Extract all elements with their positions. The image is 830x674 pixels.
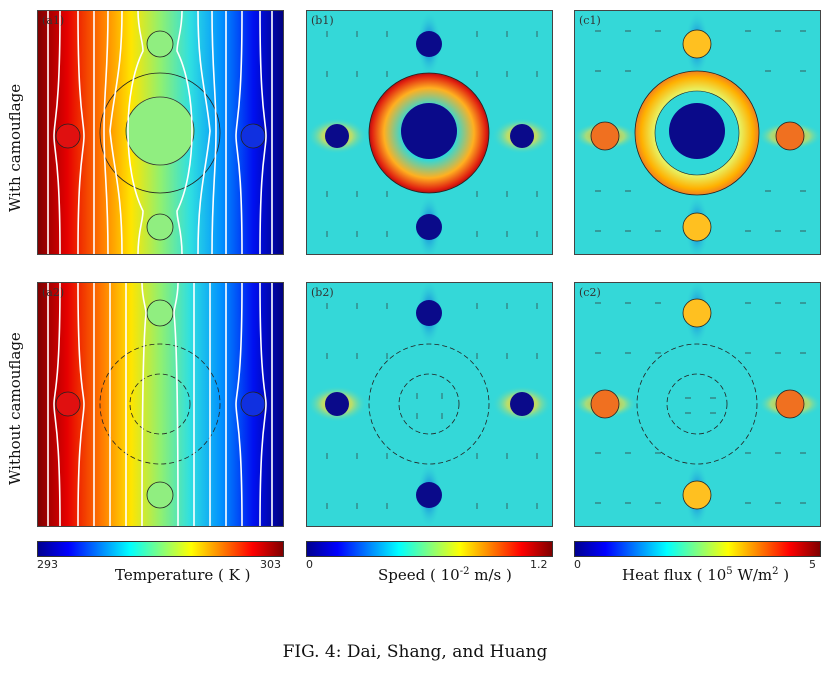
- temperature-field-a1: [38, 11, 283, 254]
- colorbar-speed-title: Speed ( 10-2 m/s ): [378, 566, 512, 584]
- colorbar-speed-min: 0: [306, 558, 313, 571]
- figure-caption: FIG. 4: Dai, Shang, and Huang: [282, 642, 548, 662]
- colorbar-speed-max: 1.2: [530, 558, 548, 571]
- row-label-without-camouflage: Without camouflage: [6, 332, 24, 485]
- colorbar-temperature-min: 293: [37, 558, 58, 571]
- panel-b1-speed-with-camouflage: (b1): [306, 10, 553, 255]
- colorbar-heatflux-title: Heat flux ( 105 W/m2 ): [622, 566, 790, 584]
- flux-arrows-c2: [595, 302, 806, 504]
- flux-arrows-c1: [595, 30, 806, 232]
- colorbar-heatflux-max: 5: [809, 558, 816, 571]
- temperature-field-a2: [38, 283, 283, 526]
- panel-label-a1: (a1): [42, 14, 65, 27]
- speed-field-b1: [307, 11, 552, 254]
- colorbar-temperature: [37, 541, 284, 557]
- velocity-arrows-b1: [326, 31, 538, 237]
- colorbar-heatflux: [574, 541, 821, 557]
- colorbar-temperature-max: 303: [260, 558, 281, 571]
- panel-c2-heatflux-without-camouflage: (c2): [574, 282, 821, 527]
- heatflux-field-c2: [575, 283, 820, 526]
- panel-c1-heatflux-with-camouflage: (c1): [574, 10, 821, 255]
- heatflux-field-c1: [575, 11, 820, 254]
- colorbar-speed: [306, 541, 553, 557]
- panel-a1-temperature-with-camouflage: (a1): [37, 10, 284, 255]
- panel-label-c2: (c2): [579, 286, 601, 299]
- panel-label-b2: (b2): [311, 286, 334, 299]
- panel-label-a2: (a2): [42, 286, 65, 299]
- row-label-with-camouflage: With camouflage: [6, 83, 24, 212]
- speed-field-b2: [307, 283, 552, 526]
- colorbar-temperature-title: Temperature ( K ): [115, 566, 251, 584]
- panel-a2-temperature-without-camouflage: (a2): [37, 282, 284, 527]
- isotherms-a2: [47, 283, 273, 526]
- colorbar-heatflux-min: 0: [574, 558, 581, 571]
- isotherms-a1: [47, 11, 273, 254]
- panel-label-c1: (c1): [579, 14, 601, 27]
- panel-b2-speed-without-camouflage: (b2): [306, 282, 553, 527]
- panel-label-b1: (b1): [311, 14, 334, 27]
- velocity-arrows-b2: [326, 303, 538, 509]
